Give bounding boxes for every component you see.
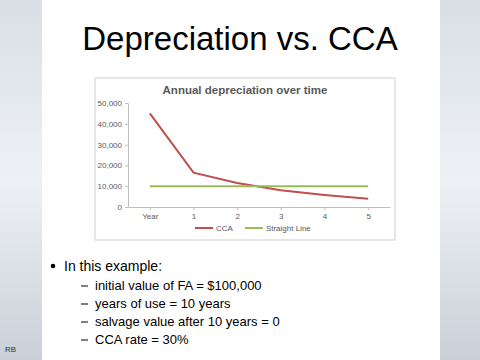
x-tick-mark [237,207,238,210]
y-tick: 30,000 [98,141,128,150]
chart-frame [95,78,395,240]
legend: CCA Straight Line [195,224,311,233]
plot-area [150,113,368,198]
y-tick: 0 [118,203,128,212]
edge-right [440,0,480,360]
slide-title: Depreciation vs. CCA [82,20,397,57]
sub-bullet [81,322,88,323]
x-axis-line [129,207,391,208]
y-tick-mark [125,103,128,104]
x-tick: 1 [192,207,197,221]
y-tick-label: 10,000 [98,182,123,191]
x-tick-label: 3 [279,212,284,221]
chart-title: Annual depreciation over time [163,84,328,96]
x-axis: Year 1 2 3 4 5 [129,207,391,221]
slide-body [42,0,440,360]
series-line [150,185,368,187]
footer: RB [5,345,16,354]
sub-bullet [81,286,88,287]
x-tick-label: 2 [235,212,240,221]
x-tick-label: 5 [366,212,371,221]
y-tick: 20,000 [98,161,128,170]
legend-swatch [195,227,213,229]
x-tick: 3 [279,207,284,221]
edge-left [0,0,42,360]
legend-label: Straight Line [266,224,311,233]
x-tick-mark [281,207,282,210]
y-tick-mark [125,186,128,187]
y-tick-mark [125,124,128,125]
sub-bullet [81,340,88,341]
y-axis-line [128,104,129,208]
y-tick-label: 0 [118,203,123,212]
y-tick: 40,000 [98,120,128,129]
x-tick-mark [325,207,326,210]
series-line [150,113,368,198]
sub-bullet-text: CCA rate = 30% [95,332,189,347]
y-tick-label: 50,000 [98,99,123,108]
y-tick-label: 40,000 [98,120,123,129]
x-tick-mark [368,207,369,210]
y-tick: 50,000 [98,99,128,108]
slide: Depreciation vs. CCA Annual depreciation … [0,0,480,360]
y-tick-mark [125,165,128,166]
y-tick-mark [125,207,128,208]
x-tick-label: 1 [192,212,197,221]
y-tick-label: 30,000 [98,141,123,150]
x-tick-label: Year [142,212,159,221]
x-tick: 2 [235,207,240,221]
bullet [51,264,56,269]
y-tick-label: 20,000 [98,161,123,170]
sub-bullet-text: salvage value after 10 years = 0 [95,314,280,329]
x-tick-label: 4 [323,212,328,221]
y-tick-mark [125,145,128,146]
y-tick: 10,000 [98,182,128,191]
x-tick: Year [142,207,159,221]
x-tick-mark [150,207,151,210]
sub-bullet-text: initial value of FA = $100,000 [95,278,262,293]
x-tick-mark [194,207,195,210]
sub-bullet-text: years of use = 10 years [95,296,231,311]
x-tick: 5 [366,207,371,221]
x-tick: 4 [323,207,328,221]
bullet-text: In this example: [64,258,162,274]
legend-swatch [245,227,263,229]
y-axis: 0 10,000 20,000 30,000 40,000 50,000 [98,99,129,212]
legend-label: CCA [216,224,234,233]
sub-bullet [81,304,88,305]
